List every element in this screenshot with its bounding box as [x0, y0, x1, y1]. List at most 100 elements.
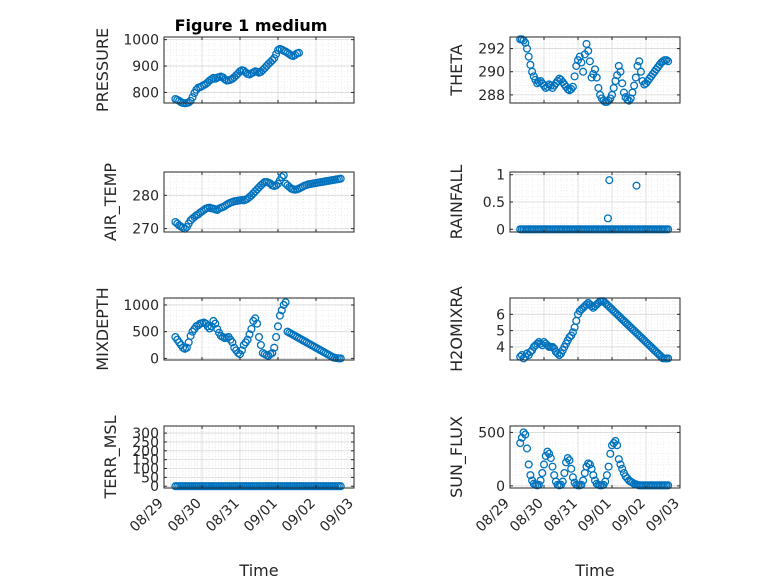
y-tick-label: 300 [132, 426, 159, 442]
y-axis-label: AIR_TEMP [101, 163, 121, 241]
y-tick-label: 0 [496, 222, 505, 238]
data-point [247, 324, 256, 334]
data-point [254, 332, 264, 342]
data-point [664, 481, 673, 490]
data-point [662, 56, 671, 65]
data-point [186, 331, 195, 340]
data-point [605, 176, 614, 185]
data-point [243, 335, 252, 344]
data-point [285, 50, 294, 59]
data-point [567, 464, 576, 473]
y-axis-label: MIXDEPTH [93, 287, 112, 370]
y-tick-label: 0 [496, 479, 505, 495]
data-point [273, 322, 283, 331]
y-tick-label: 0 [150, 351, 159, 367]
x-axis-label: Time [238, 561, 278, 580]
data-point [664, 225, 673, 234]
data-point [336, 354, 345, 363]
data-point [602, 471, 611, 480]
data-series [171, 171, 345, 233]
data-point [272, 50, 281, 59]
data-point [519, 428, 528, 437]
y-tick-label: 150 [132, 453, 159, 469]
data-point [587, 302, 596, 311]
y-tick-label: 500 [478, 425, 505, 441]
y-tick-label: 290 [478, 65, 505, 81]
data-point [565, 456, 574, 465]
data-point [579, 67, 588, 76]
y-tick-label: 4 [496, 340, 505, 356]
data-series [516, 428, 673, 490]
data-point [630, 81, 639, 90]
y-tick-label: 50 [141, 470, 159, 486]
data-point [182, 343, 191, 352]
data-point [590, 65, 600, 74]
data-point [543, 447, 552, 456]
chart-panel: 0 0.5 1 RAINFALL [447, 165, 681, 240]
data-point [635, 57, 644, 66]
data-point [563, 454, 572, 463]
data-point [211, 319, 220, 328]
data-point [220, 75, 229, 84]
y-tick-label: 0.5 [483, 195, 505, 211]
y-tick-label: 1000 [123, 33, 159, 49]
data-point [606, 449, 615, 458]
data-point [624, 96, 634, 105]
axes-box [509, 36, 681, 104]
data-point [188, 93, 197, 102]
data-point [568, 328, 577, 337]
x-axis-label: Time [574, 561, 614, 580]
data-point [584, 46, 593, 55]
y-axis-label: H2OMIXRA [447, 286, 466, 372]
y-axis-label: TERR_MSL [101, 415, 121, 499]
figure-title: Figure 1 medium [175, 16, 328, 35]
data-point [253, 319, 262, 328]
y-tick-label: 1000 [123, 298, 159, 314]
data-point [272, 332, 281, 342]
data-point [272, 181, 281, 190]
y-tick-label: 200 [132, 444, 159, 460]
y-axis-label: PRESSURE [93, 28, 112, 112]
data-series [516, 297, 673, 363]
data-point [528, 67, 537, 76]
data-point [207, 75, 216, 84]
y-axis-label: RAINFALL [447, 165, 466, 240]
data-point [536, 476, 545, 485]
data-point [658, 57, 668, 66]
data-point [585, 57, 594, 66]
data-point [664, 354, 673, 363]
data-point [611, 436, 620, 446]
data-point [336, 174, 345, 183]
data-point [631, 73, 640, 82]
data-point [589, 471, 598, 480]
data-point [618, 79, 627, 88]
data-point [256, 340, 265, 350]
data-point [614, 455, 623, 464]
y-tick-label: 1 [496, 168, 505, 184]
data-point [632, 181, 641, 190]
y-tick-label: 288 [478, 88, 505, 104]
data-point [516, 439, 525, 448]
data-point [546, 81, 555, 90]
y-tick-label: 800 [132, 85, 159, 101]
y-tick-label: 270 [132, 222, 159, 238]
data-point [604, 462, 613, 471]
y-tick-label: 280 [132, 188, 159, 204]
data-point [203, 322, 212, 331]
data-point [539, 460, 549, 469]
data-point [558, 477, 567, 486]
chart-panel: 800 900 1000 PRESSURE [93, 28, 355, 112]
data-point [524, 52, 533, 61]
data-point [522, 44, 532, 53]
y-tick-label: 292 [478, 42, 505, 58]
data-point [633, 61, 642, 70]
y-axis-label: SUN_FLUX [447, 416, 467, 498]
data-point [585, 460, 594, 469]
data-point [294, 48, 303, 57]
data-point [522, 444, 532, 453]
data-point [336, 482, 345, 491]
data-point [245, 330, 254, 339]
data-series [171, 482, 345, 491]
data-point [568, 82, 577, 91]
data-point [613, 441, 622, 450]
